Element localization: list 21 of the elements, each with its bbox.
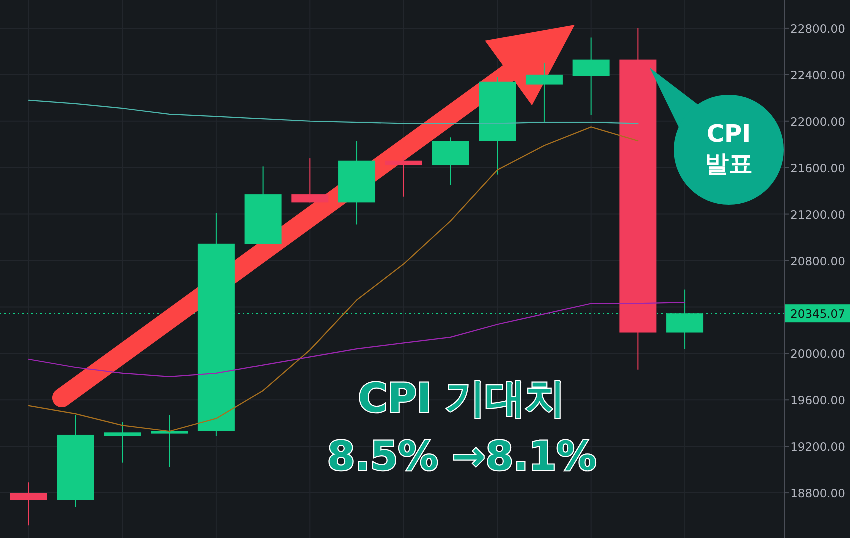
y-tick-label: 21200.00	[790, 208, 846, 222]
y-tick-label: 22400.00	[790, 68, 846, 82]
y-tick-label: 20800.00	[790, 254, 846, 268]
y-tick-label: 18800.00	[790, 486, 846, 501]
candlestick	[385, 156, 422, 198]
y-tick-label: 20000.00	[790, 347, 846, 362]
line-series	[28, 126, 639, 432]
candlestick	[10, 482, 48, 526]
line-series	[28, 302, 686, 378]
line-series	[28, 100, 639, 124]
annotation: CPI 기대치	[358, 376, 566, 422]
candlestick	[104, 422, 142, 464]
ref-line-label: 20345.07	[790, 307, 846, 322]
y-tick-label: 19600.00	[790, 394, 846, 408]
y-tick-label: 22800.00	[790, 22, 846, 36]
candlestick	[151, 414, 188, 468]
y-tick-label: 22000.00	[790, 114, 846, 129]
annotation: 8.5% →8.1%	[327, 434, 597, 480]
y-tick-label: 21600.00	[790, 161, 846, 176]
y-tick-label: 19200.00	[790, 440, 846, 454]
annotation: CPI 발표	[705, 120, 753, 178]
